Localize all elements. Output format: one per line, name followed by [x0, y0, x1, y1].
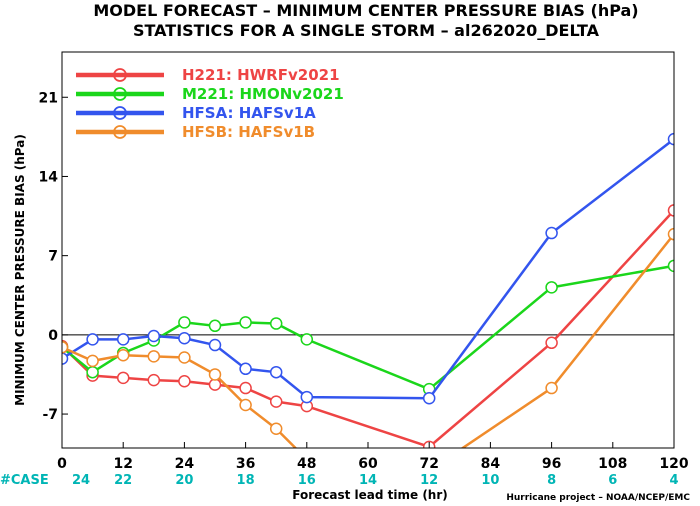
data-point [422, 391, 436, 405]
x-tick-label: 96 [542, 456, 561, 472]
x-tick-label: 24 [175, 456, 195, 472]
data-point [269, 395, 283, 408]
series-layer [62, 132, 674, 448]
series-hfsa [62, 132, 674, 405]
data-point [269, 317, 283, 330]
y-tick-label: 14 [39, 169, 59, 185]
data-point [208, 378, 222, 391]
legend-label: H221: HWRFv2021 [182, 66, 340, 84]
data-point [62, 341, 69, 354]
data-point [86, 333, 99, 346]
legend-label: HFSA: HAFSv1A [182, 104, 316, 122]
data-point [269, 422, 283, 436]
y-tick-label: 21 [39, 90, 58, 106]
y-axis-label: MINIMUM CENTER PRESSURE BIAS (hPa) [13, 134, 27, 406]
data-point [178, 316, 191, 329]
data-point [62, 352, 69, 365]
series-h221 [62, 204, 674, 448]
data-point [86, 354, 99, 368]
case-count: 20 [175, 473, 193, 488]
data-point [208, 338, 222, 352]
data-point [116, 348, 130, 362]
data-point [178, 351, 191, 364]
case-count: 8 [547, 473, 556, 488]
legend-item-hfsa: HFSA: HAFSv1A [76, 104, 316, 122]
data-point [208, 319, 222, 333]
case-count: 16 [298, 473, 316, 488]
series-line [62, 209, 674, 448]
data-point [239, 381, 252, 395]
legend-item-m221: M221: HMONv2021 [76, 85, 344, 103]
legend-marker [113, 106, 127, 120]
data-point [239, 398, 252, 412]
series-line [62, 264, 674, 391]
data-point [667, 259, 674, 273]
data-point [86, 365, 99, 379]
data-point [147, 350, 161, 363]
data-point [545, 381, 558, 395]
y-tick-label: 0 [48, 328, 58, 344]
y-tick-label: -7 [42, 407, 58, 423]
x-tick-label: 120 [659, 456, 688, 472]
data-point [300, 390, 314, 404]
y-tick-label: 7 [48, 249, 58, 265]
case-count: 24 [72, 473, 90, 488]
case-label: #CASE [0, 473, 49, 488]
case-count: 4 [669, 473, 678, 488]
data-point [545, 226, 558, 240]
case-count: 10 [481, 473, 499, 488]
x-tick-label: 72 [419, 456, 438, 472]
data-point [208, 368, 222, 381]
legend-marker [113, 125, 127, 139]
x-tick-label: 0 [57, 456, 67, 472]
series-hfsb [62, 227, 674, 448]
case-count: 6 [608, 473, 617, 488]
x-tick-label: 84 [481, 456, 501, 472]
credit-text: Hurricane project – NOAA/NCEP/EMC [506, 493, 690, 503]
data-point [667, 204, 674, 217]
data-point [269, 365, 283, 379]
data-point [545, 281, 558, 294]
case-count: 22 [114, 473, 132, 488]
data-point [116, 371, 130, 385]
data-point [116, 333, 130, 346]
case-count: 14 [359, 473, 377, 488]
legend-marker [113, 68, 127, 82]
data-point [239, 316, 252, 329]
legend-item-h221: H221: HWRFv2021 [76, 66, 340, 84]
legend-item-hfsb: HFSB: HAFSv1B [76, 123, 315, 141]
x-tick-label: 48 [297, 456, 316, 472]
data-point [667, 132, 674, 146]
x-tick-label: 36 [236, 456, 255, 472]
data-point [147, 329, 161, 343]
chart-subtitle: STATISTICS FOR A SINGLE STORM – al262020… [133, 21, 600, 40]
x-tick-label: 60 [358, 456, 378, 472]
case-count: 18 [237, 473, 255, 488]
legend-label: HFSB: HAFSv1B [182, 123, 315, 141]
axes-layer: 0241222242036184816601472128410968108612… [39, 90, 689, 488]
data-point [239, 362, 252, 376]
data-point [147, 373, 161, 387]
data-point [178, 374, 191, 388]
series-m221 [62, 259, 674, 396]
x-tick-label: 108 [598, 456, 627, 472]
data-point [545, 336, 558, 350]
x-axis-label: Forecast lead time (hr) [292, 488, 448, 502]
data-point [300, 333, 314, 346]
data-point [667, 227, 674, 241]
case-count: 12 [420, 473, 438, 488]
legend-marker [113, 87, 127, 101]
data-point [178, 332, 191, 345]
chart-title: MODEL FORECAST – MINIMUM CENTER PRESSURE… [93, 1, 638, 20]
x-tick-label: 12 [113, 456, 132, 472]
legend-label: M221: HMONv2021 [182, 85, 344, 103]
